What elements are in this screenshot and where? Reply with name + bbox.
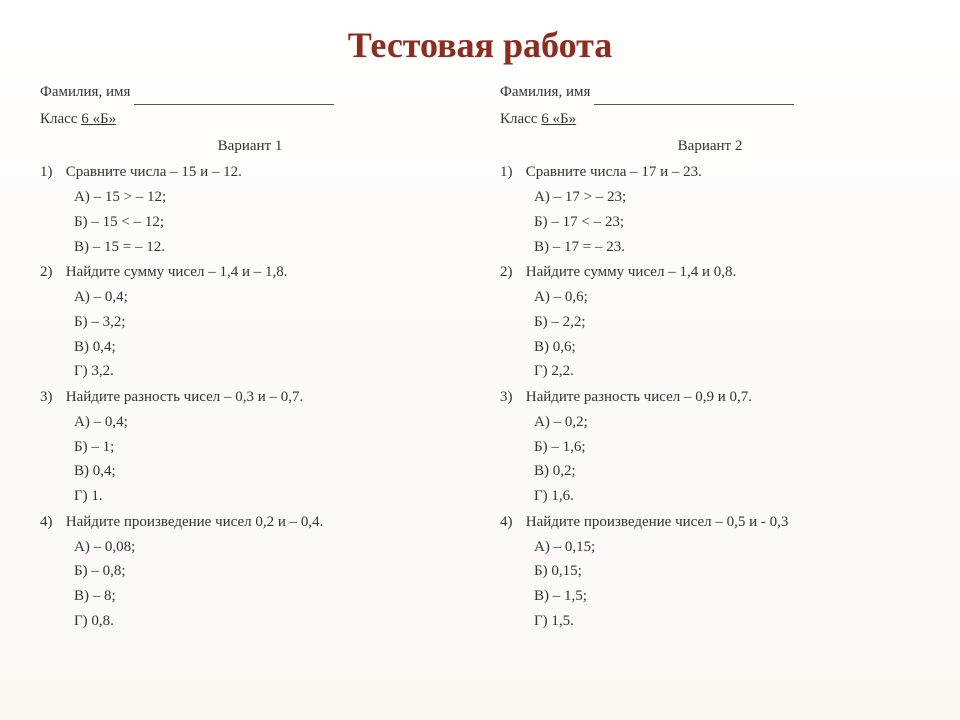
question-4: 4) Найдите произведение чисел – 0,5 и - … bbox=[500, 510, 920, 634]
option-v: В) – 15 = – 12. bbox=[74, 235, 460, 260]
option-a: А) – 0,15; bbox=[534, 535, 920, 560]
name-underline bbox=[594, 90, 794, 105]
option-v: В) 0,2; bbox=[534, 459, 920, 484]
option-a: А) – 0,08; bbox=[74, 535, 460, 560]
name-label: Фамилия, имя bbox=[40, 84, 130, 100]
option-g: Г) 1,6. bbox=[534, 484, 920, 509]
option-v: В) 0,4; bbox=[74, 335, 460, 360]
question-text: 1) Сравните числа – 15 и – 12. bbox=[40, 160, 460, 185]
option-a: А) – 0,6; bbox=[534, 285, 920, 310]
option-b: Б) – 17 < – 23; bbox=[534, 210, 920, 235]
slide: Тестовая работа Фамилия, имя Класс 6 «Б»… bbox=[0, 0, 960, 720]
class-label: Класс bbox=[500, 111, 537, 127]
option-a: А) – 0,4; bbox=[74, 285, 460, 310]
question-prompt: Найдите произведение чисел 0,2 и – 0,4. bbox=[66, 514, 324, 530]
question-2: 2) Найдите сумму чисел – 1,4 и – 1,8. А)… bbox=[40, 260, 460, 384]
question-3: 3) Найдите разность чисел – 0,9 и 0,7. А… bbox=[500, 385, 920, 509]
option-b: Б) – 1; bbox=[74, 435, 460, 460]
variant-heading: Вариант 1 bbox=[40, 134, 460, 159]
question-number: 1) bbox=[500, 160, 522, 185]
option-b: Б) – 0,8; bbox=[74, 559, 460, 584]
question-1: 1) Сравните числа – 17 и – 23. А) – 17 >… bbox=[500, 160, 920, 259]
options: А) – 0,15; Б) 0,15; В) – 1,5; Г) 1,5. bbox=[500, 535, 920, 634]
page-title: Тестовая работа bbox=[30, 24, 930, 66]
question-2: 2) Найдите сумму чисел – 1,4 и 0,8. А) –… bbox=[500, 260, 920, 384]
class-label: Класс bbox=[40, 111, 77, 127]
variant-heading: Вариант 2 bbox=[500, 134, 920, 159]
question-text: 4) Найдите произведение чисел – 0,5 и - … bbox=[500, 510, 920, 535]
option-a: А) – 15 > – 12; bbox=[74, 185, 460, 210]
question-text: 2) Найдите сумму чисел – 1,4 и – 1,8. bbox=[40, 260, 460, 285]
name-line: Фамилия, имя bbox=[500, 80, 920, 105]
question-prompt: Сравните числа – 17 и – 23. bbox=[526, 164, 702, 180]
name-line: Фамилия, имя bbox=[40, 80, 460, 105]
question-number: 1) bbox=[40, 160, 62, 185]
question-text: 1) Сравните числа – 17 и – 23. bbox=[500, 160, 920, 185]
option-a: А) – 17 > – 23; bbox=[534, 185, 920, 210]
question-prompt: Найдите разность чисел – 0,9 и 0,7. bbox=[526, 389, 752, 405]
option-b: Б) – 15 < – 12; bbox=[74, 210, 460, 235]
class-line: Класс 6 «Б» bbox=[500, 107, 920, 132]
options: А) – 0,4; Б) – 3,2; В) 0,4; Г) 3,2. bbox=[40, 285, 460, 384]
option-v: В) – 17 = – 23. bbox=[534, 235, 920, 260]
question-prompt: Найдите разность чисел – 0,3 и – 0,7. bbox=[66, 389, 304, 405]
question-number: 2) bbox=[40, 260, 62, 285]
class-value: 6 «Б» bbox=[81, 111, 116, 127]
option-v: В) – 1,5; bbox=[534, 584, 920, 609]
option-v: В) 0,6; bbox=[534, 335, 920, 360]
option-a: А) – 0,2; bbox=[534, 410, 920, 435]
options: А) – 15 > – 12; Б) – 15 < – 12; В) – 15 … bbox=[40, 185, 460, 259]
option-a: А) – 0,4; bbox=[74, 410, 460, 435]
name-label: Фамилия, имя bbox=[500, 84, 590, 100]
question-text: 3) Найдите разность чисел – 0,9 и 0,7. bbox=[500, 385, 920, 410]
question-number: 3) bbox=[40, 385, 62, 410]
question-1: 1) Сравните числа – 15 и – 12. А) – 15 >… bbox=[40, 160, 460, 259]
question-text: 3) Найдите разность чисел – 0,3 и – 0,7. bbox=[40, 385, 460, 410]
question-text: 4) Найдите произведение чисел 0,2 и – 0,… bbox=[40, 510, 460, 535]
option-v: В) – 8; bbox=[74, 584, 460, 609]
question-prompt: Найдите произведение чисел – 0,5 и - 0,3 bbox=[526, 514, 789, 530]
question-3: 3) Найдите разность чисел – 0,3 и – 0,7.… bbox=[40, 385, 460, 509]
question-text: 2) Найдите сумму чисел – 1,4 и 0,8. bbox=[500, 260, 920, 285]
options: А) – 17 > – 23; Б) – 17 < – 23; В) – 17 … bbox=[500, 185, 920, 259]
question-number: 4) bbox=[500, 510, 522, 535]
class-value: 6 «Б» bbox=[541, 111, 576, 127]
option-g: Г) 3,2. bbox=[74, 359, 460, 384]
question-prompt: Сравните числа – 15 и – 12. bbox=[66, 164, 242, 180]
options: А) – 0,6; Б) – 2,2; В) 0,6; Г) 2,2. bbox=[500, 285, 920, 384]
question-4: 4) Найдите произведение чисел 0,2 и – 0,… bbox=[40, 510, 460, 634]
option-b: Б) – 1,6; bbox=[534, 435, 920, 460]
option-g: Г) 1. bbox=[74, 484, 460, 509]
variant-1-column: Фамилия, имя Класс 6 «Б» Вариант 1 1) Ср… bbox=[40, 80, 460, 635]
options: А) – 0,08; Б) – 0,8; В) – 8; Г) 0,8. bbox=[40, 535, 460, 634]
option-g: Г) 2,2. bbox=[534, 359, 920, 384]
columns: Фамилия, имя Класс 6 «Б» Вариант 1 1) Ср… bbox=[30, 80, 930, 635]
question-prompt: Найдите сумму чисел – 1,4 и 0,8. bbox=[526, 264, 736, 280]
option-b: Б) – 2,2; bbox=[534, 310, 920, 335]
class-line: Класс 6 «Б» bbox=[40, 107, 460, 132]
option-b: Б) 0,15; bbox=[534, 559, 920, 584]
question-number: 4) bbox=[40, 510, 62, 535]
option-v: В) 0,4; bbox=[74, 459, 460, 484]
name-underline bbox=[134, 90, 334, 105]
question-number: 2) bbox=[500, 260, 522, 285]
option-g: Г) 1,5. bbox=[534, 609, 920, 634]
option-g: Г) 0,8. bbox=[74, 609, 460, 634]
options: А) – 0,4; Б) – 1; В) 0,4; Г) 1. bbox=[40, 410, 460, 509]
option-b: Б) – 3,2; bbox=[74, 310, 460, 335]
options: А) – 0,2; Б) – 1,6; В) 0,2; Г) 1,6. bbox=[500, 410, 920, 509]
question-number: 3) bbox=[500, 385, 522, 410]
question-prompt: Найдите сумму чисел – 1,4 и – 1,8. bbox=[66, 264, 288, 280]
variant-2-column: Фамилия, имя Класс 6 «Б» Вариант 2 1) Ср… bbox=[500, 80, 920, 635]
